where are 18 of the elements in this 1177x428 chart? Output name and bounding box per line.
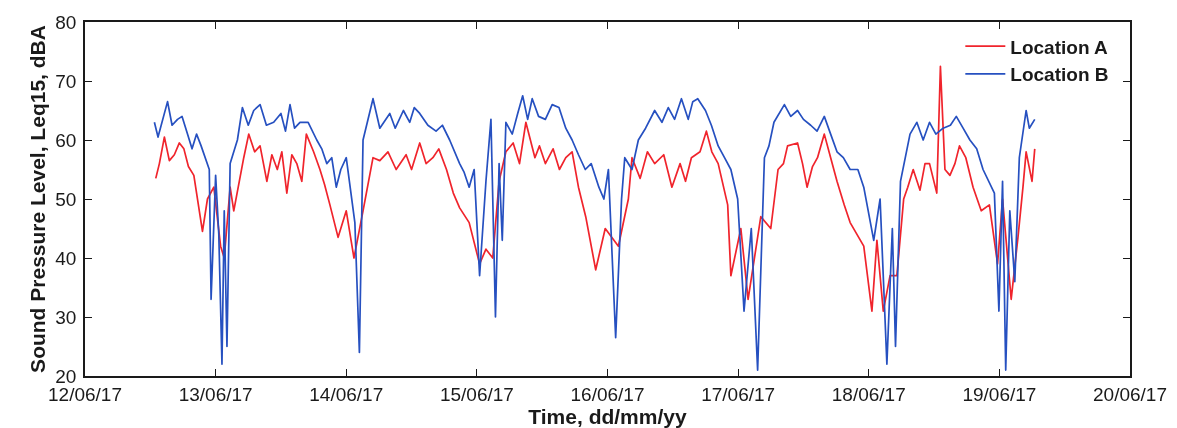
y-tick-label: 30 (55, 306, 77, 328)
x-tick-label: 19/06/17 (962, 383, 1037, 405)
x-tick-label: 18/06/17 (831, 383, 906, 405)
legend-label: Location A (1010, 36, 1109, 58)
y-tick-label: 80 (55, 11, 77, 33)
x-tick-label: 17/06/17 (701, 383, 776, 405)
x-tick-label: 13/06/17 (178, 383, 253, 405)
y-tick-label: 60 (55, 129, 77, 151)
y-tick-label: 40 (55, 247, 77, 269)
x-tick-label: 20/06/17 (1093, 383, 1167, 405)
legend-label: Location B (1010, 64, 1109, 86)
y-axis-title: Sound Pressure Level, Leq15, dBA (25, 25, 49, 373)
x-axis-title: Time, dd/mm/yy (528, 404, 687, 428)
y-tick-label: 50 (55, 188, 77, 210)
y-tick-label: 70 (55, 70, 77, 92)
x-tick-label: 14/06/17 (309, 383, 384, 405)
x-tick-label: 15/06/17 (439, 383, 514, 405)
x-tick-label: 16/06/17 (570, 383, 645, 405)
